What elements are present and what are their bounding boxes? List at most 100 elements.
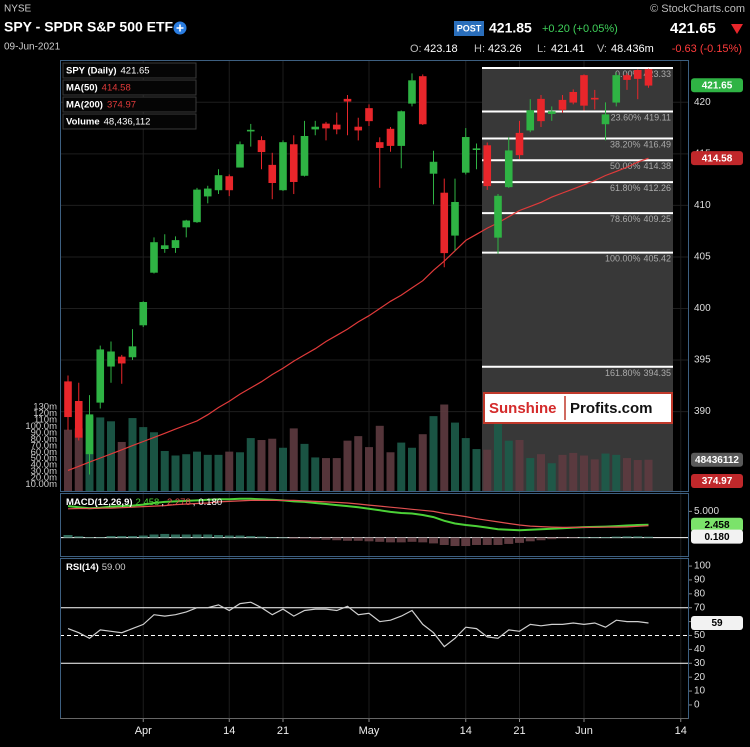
histogram-bar	[332, 537, 342, 541]
candle-body	[461, 137, 470, 173]
candle-body	[139, 302, 148, 326]
histogram-bar	[472, 537, 481, 545]
legend-value: 414.58	[102, 83, 131, 94]
volume-bar	[494, 422, 502, 491]
indicator-line	[67, 499, 649, 528]
legend-name: Volume	[66, 117, 100, 128]
candle-body	[246, 129, 255, 132]
volume-tick-label: 30.0m	[31, 466, 57, 477]
candle-body	[203, 188, 212, 197]
y-tick-label: 20	[694, 672, 706, 683]
volume-bar	[375, 425, 384, 491]
volume-bar	[451, 422, 459, 491]
candle-body	[633, 70, 642, 79]
candle-body	[504, 150, 513, 188]
volume-bar	[547, 463, 556, 491]
volume-tick-label: 100.0m	[25, 421, 57, 432]
volume-bar	[257, 440, 266, 491]
histogram-bar	[536, 537, 546, 541]
y-tick-label: 80	[694, 588, 706, 599]
volume-bar	[590, 459, 599, 491]
x-tick-label: Apr	[135, 725, 152, 737]
volume-tick-label: 40.0m	[31, 460, 57, 471]
volume-bar	[279, 447, 287, 491]
histogram-bar	[450, 537, 460, 547]
indicator-legend: MACD(12,26,9) 2.458, 2.278, 0.180	[66, 497, 222, 508]
indicator-line	[67, 601, 649, 648]
volume-tag-bg	[691, 452, 743, 467]
candle-body	[268, 164, 277, 184]
post-badge	[454, 21, 484, 36]
fib-zone	[482, 67, 673, 491]
indicator-name: MACD(12,26,9)	[66, 497, 133, 508]
fib-label: 161.80% 394.35	[605, 368, 671, 378]
candle-body	[494, 195, 502, 238]
volume-bar	[461, 438, 470, 491]
volume-bar	[322, 458, 330, 491]
histogram-bar	[203, 534, 213, 538]
x-tick-label: May	[359, 725, 380, 737]
histogram-bar	[558, 537, 567, 539]
histogram-bar	[321, 537, 331, 540]
volume-bar	[354, 436, 363, 491]
fib-value: 416.49	[643, 140, 671, 150]
candle-body	[644, 69, 653, 86]
histogram-bar	[396, 537, 406, 543]
y-tick-label: 100	[694, 561, 711, 572]
histogram-bar	[601, 536, 610, 538]
candle-body	[558, 99, 567, 110]
candle-body	[225, 176, 234, 191]
fib-percent: 100.00%	[605, 254, 641, 264]
candle-body	[193, 189, 201, 223]
indicator-tag-bg	[691, 616, 743, 630]
histogram-bar	[278, 537, 288, 539]
ohlc-label: H:	[474, 43, 485, 55]
y-tick-label: 40	[694, 644, 706, 655]
candle-body	[117, 356, 126, 364]
histogram-bar	[633, 536, 643, 538]
fib-value: 405.42	[643, 254, 671, 264]
watermark-right: Profits.com	[570, 400, 653, 417]
candle-body	[623, 75, 631, 80]
volume-bar	[214, 454, 223, 491]
candle-body	[483, 145, 492, 187]
legend-name: SPY (Daily)	[66, 66, 117, 77]
legend-box	[62, 113, 197, 130]
post-change: +0.20 (+0.05%)	[542, 23, 618, 35]
candle-body	[128, 346, 137, 358]
x-tick-label: 14	[223, 725, 235, 737]
x-tick-label: Jun	[575, 725, 593, 737]
fib-percent: 0.00%	[615, 69, 641, 79]
candle-body	[429, 161, 438, 174]
candle-body	[322, 123, 330, 129]
x-tick-label: 21	[277, 725, 289, 737]
histogram-bar	[504, 537, 514, 544]
volume-bar	[268, 438, 277, 491]
histogram-bar	[171, 534, 180, 538]
histogram-bar	[343, 537, 352, 541]
histogram-bar	[138, 535, 148, 538]
candle-body	[375, 142, 384, 148]
panel-frame	[60, 60, 689, 492]
y-tick-label: 0	[694, 700, 700, 711]
histogram-bar	[407, 537, 417, 542]
volume-bar	[429, 416, 438, 491]
histogram-bar	[386, 537, 395, 543]
volume-tick-label: 60.0m	[31, 447, 57, 458]
volume-bar	[623, 458, 631, 491]
volume-bar	[440, 404, 449, 491]
histogram-bar	[257, 536, 266, 538]
candle-body	[289, 144, 298, 182]
histogram-bar	[267, 537, 277, 538]
volume-bar	[96, 417, 105, 491]
volume-tick-label: 130m	[33, 402, 57, 413]
histogram-bar	[375, 537, 385, 542]
histogram-bar	[622, 536, 632, 538]
volume-bar	[515, 440, 524, 491]
histogram-bar	[289, 537, 299, 539]
fib-label: 50.00% 414.38	[610, 162, 671, 172]
watermark-left: Sunshine	[489, 400, 557, 417]
ma-tag-bg	[691, 151, 743, 166]
candle-body	[107, 351, 115, 367]
volume-bar	[504, 440, 513, 491]
